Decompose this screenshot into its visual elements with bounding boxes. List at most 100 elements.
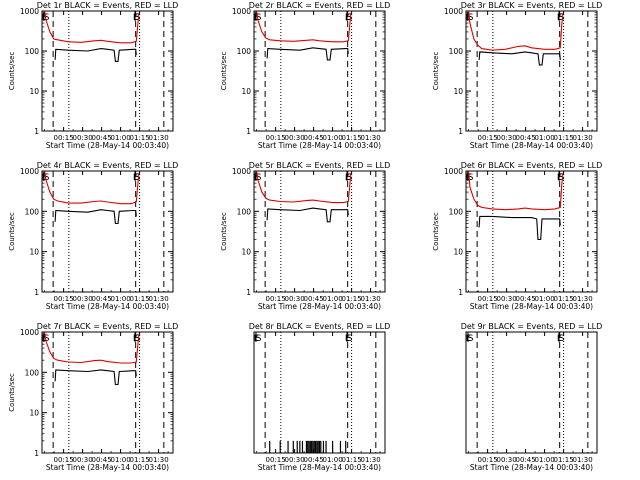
panel-title: Det 6r BLACK = Events, RED = LLD (461, 161, 603, 170)
y-tick-label: 10 (241, 248, 251, 257)
x-tick-label: 01:00 (111, 456, 131, 464)
marker-e: E (42, 173, 48, 183)
y-axis-label: Counts/sec (8, 212, 16, 251)
marker-e: E (345, 334, 351, 344)
marker-s: S (468, 334, 474, 344)
plot-frame (253, 331, 386, 454)
x-tick-label: 01:15 (342, 295, 362, 303)
x-tick-label: 01:30 (148, 295, 168, 303)
marker-s: S (44, 173, 50, 183)
x-tick-label: 00:45 (304, 295, 324, 303)
x-tick-label: 01:30 (360, 295, 380, 303)
plot-frame (41, 170, 174, 293)
x-tick-label: 00:15 (266, 295, 286, 303)
x-tick-label: 01:15 (342, 134, 362, 142)
panel-det-7: Det 7r BLACK = Events, RED = LLD 1 10 100 10… (8, 322, 178, 472)
y-tick-label: 10 (453, 248, 463, 257)
x-axis-label: Start Time (28-May-14 00:03:40) (258, 302, 381, 311)
x-tick-label: 00:30 (497, 295, 517, 303)
marker-s: S (559, 334, 565, 344)
x-tick-label: 00:45 (516, 456, 536, 464)
events-series-line (54, 209, 137, 225)
panel-title: Det 3r BLACK = Events, RED = LLD (461, 1, 603, 10)
x-tick-label: 00:45 (304, 134, 324, 142)
x-tick-label: 01:15 (342, 456, 362, 464)
marker-e: E (557, 173, 563, 183)
x-tick-label: 00:45 (516, 295, 536, 303)
plot-frame (41, 10, 174, 132)
x-tick-label: 01:00 (111, 295, 131, 303)
marker-s: S (468, 13, 474, 23)
plot-frame (253, 10, 386, 132)
events-series-line (266, 207, 349, 223)
x-tick-label: 01:30 (360, 134, 380, 142)
plot-frame (465, 10, 598, 132)
x-tick-label: 00:45 (516, 134, 536, 142)
x-tick-label: 00:15 (54, 456, 74, 464)
events-series-line (266, 47, 349, 61)
marker-s: S (347, 334, 353, 344)
panel-title: Det 2r BLACK = Events, RED = LLD (249, 1, 391, 10)
x-tick-label: 01:30 (148, 134, 168, 142)
lld-series-line (44, 170, 140, 205)
panel-det-6: Det 6r BLACK = Events, RED = LLD 1 10 100 10… (432, 161, 602, 311)
lld-series-line (256, 10, 352, 43)
x-tick-label: 01:15 (130, 134, 150, 142)
events-series-line (54, 48, 137, 62)
lld-series-line (44, 10, 140, 44)
marker-s: S (135, 13, 141, 23)
marker-e: E (42, 334, 48, 344)
x-axis-label: Start Time (28-May-14 00:03:40) (258, 463, 381, 472)
marker-e: E (345, 13, 351, 23)
y-tick-label: 100 (449, 47, 464, 56)
x-tick-label: 00:15 (54, 295, 74, 303)
marker-s: S (135, 334, 141, 344)
y-axis-label: Counts/sec (8, 373, 16, 412)
y-tick-label: 1000 (232, 7, 251, 16)
x-tick-label: 00:30 (73, 456, 93, 464)
lld-series-line (468, 170, 564, 211)
panel-title: Det 8r BLACK = Events, RED = LLD (249, 322, 391, 331)
panel-title: Det 7r BLACK = Events, RED = LLD (37, 322, 179, 331)
lld-series-line (44, 331, 140, 364)
x-axis-label: Start Time (28-May-14 00:03:40) (258, 141, 381, 150)
marker-s: S (347, 173, 353, 183)
y-axis-label: Counts/sec (220, 52, 228, 91)
x-tick-label: 00:45 (304, 456, 324, 464)
y-tick-label: 100 (237, 47, 252, 56)
panel-title: Det 4r BLACK = Events, RED = LLD (37, 161, 179, 170)
panel-title: Det 5r BLACK = Events, RED = LLD (249, 161, 391, 170)
x-axis-label: Start Time (28-May-14 00:03:40) (470, 141, 593, 150)
lld-series-line (256, 170, 352, 204)
x-tick-label: 01:15 (554, 295, 574, 303)
marker-e: E (42, 13, 48, 23)
y-tick-label: 1000 (20, 328, 39, 337)
x-tick-label: 00:30 (73, 134, 93, 142)
x-tick-label: 01:15 (130, 456, 150, 464)
y-tick-label: 1 (246, 127, 251, 136)
y-tick-label: 1000 (232, 167, 251, 176)
events-series-line (54, 369, 137, 386)
panel-title: Det 1r BLACK = Events, RED = LLD (37, 1, 179, 10)
x-tick-label: 01:30 (572, 134, 592, 142)
panel-det-8: Det 8r BLACK = Events, RED = LLD00:1500:… (249, 322, 391, 472)
marker-s: S (135, 173, 141, 183)
x-tick-label: 01:00 (535, 295, 555, 303)
x-tick-label: 00:15 (266, 134, 286, 142)
y-tick-label: 100 (449, 207, 464, 216)
panel-det-2: Det 2r BLACK = Events, RED = LLD 1 10 100 10… (220, 1, 390, 150)
x-tick-label: 00:45 (92, 134, 112, 142)
y-tick-label: 10 (453, 87, 463, 96)
marker-e: E (557, 334, 563, 344)
marker-s: S (559, 173, 565, 183)
marker-e: E (557, 13, 563, 23)
y-tick-label: 10 (29, 248, 39, 257)
x-tick-label: 00:30 (73, 295, 93, 303)
y-tick-label: 10 (29, 409, 39, 418)
y-tick-label: 10 (29, 87, 39, 96)
marker-s: S (559, 13, 565, 23)
y-axis-label: Counts/sec (220, 212, 228, 251)
marker-e: E (133, 334, 139, 344)
marker-e: E (133, 13, 139, 23)
y-tick-label: 1 (34, 288, 39, 297)
